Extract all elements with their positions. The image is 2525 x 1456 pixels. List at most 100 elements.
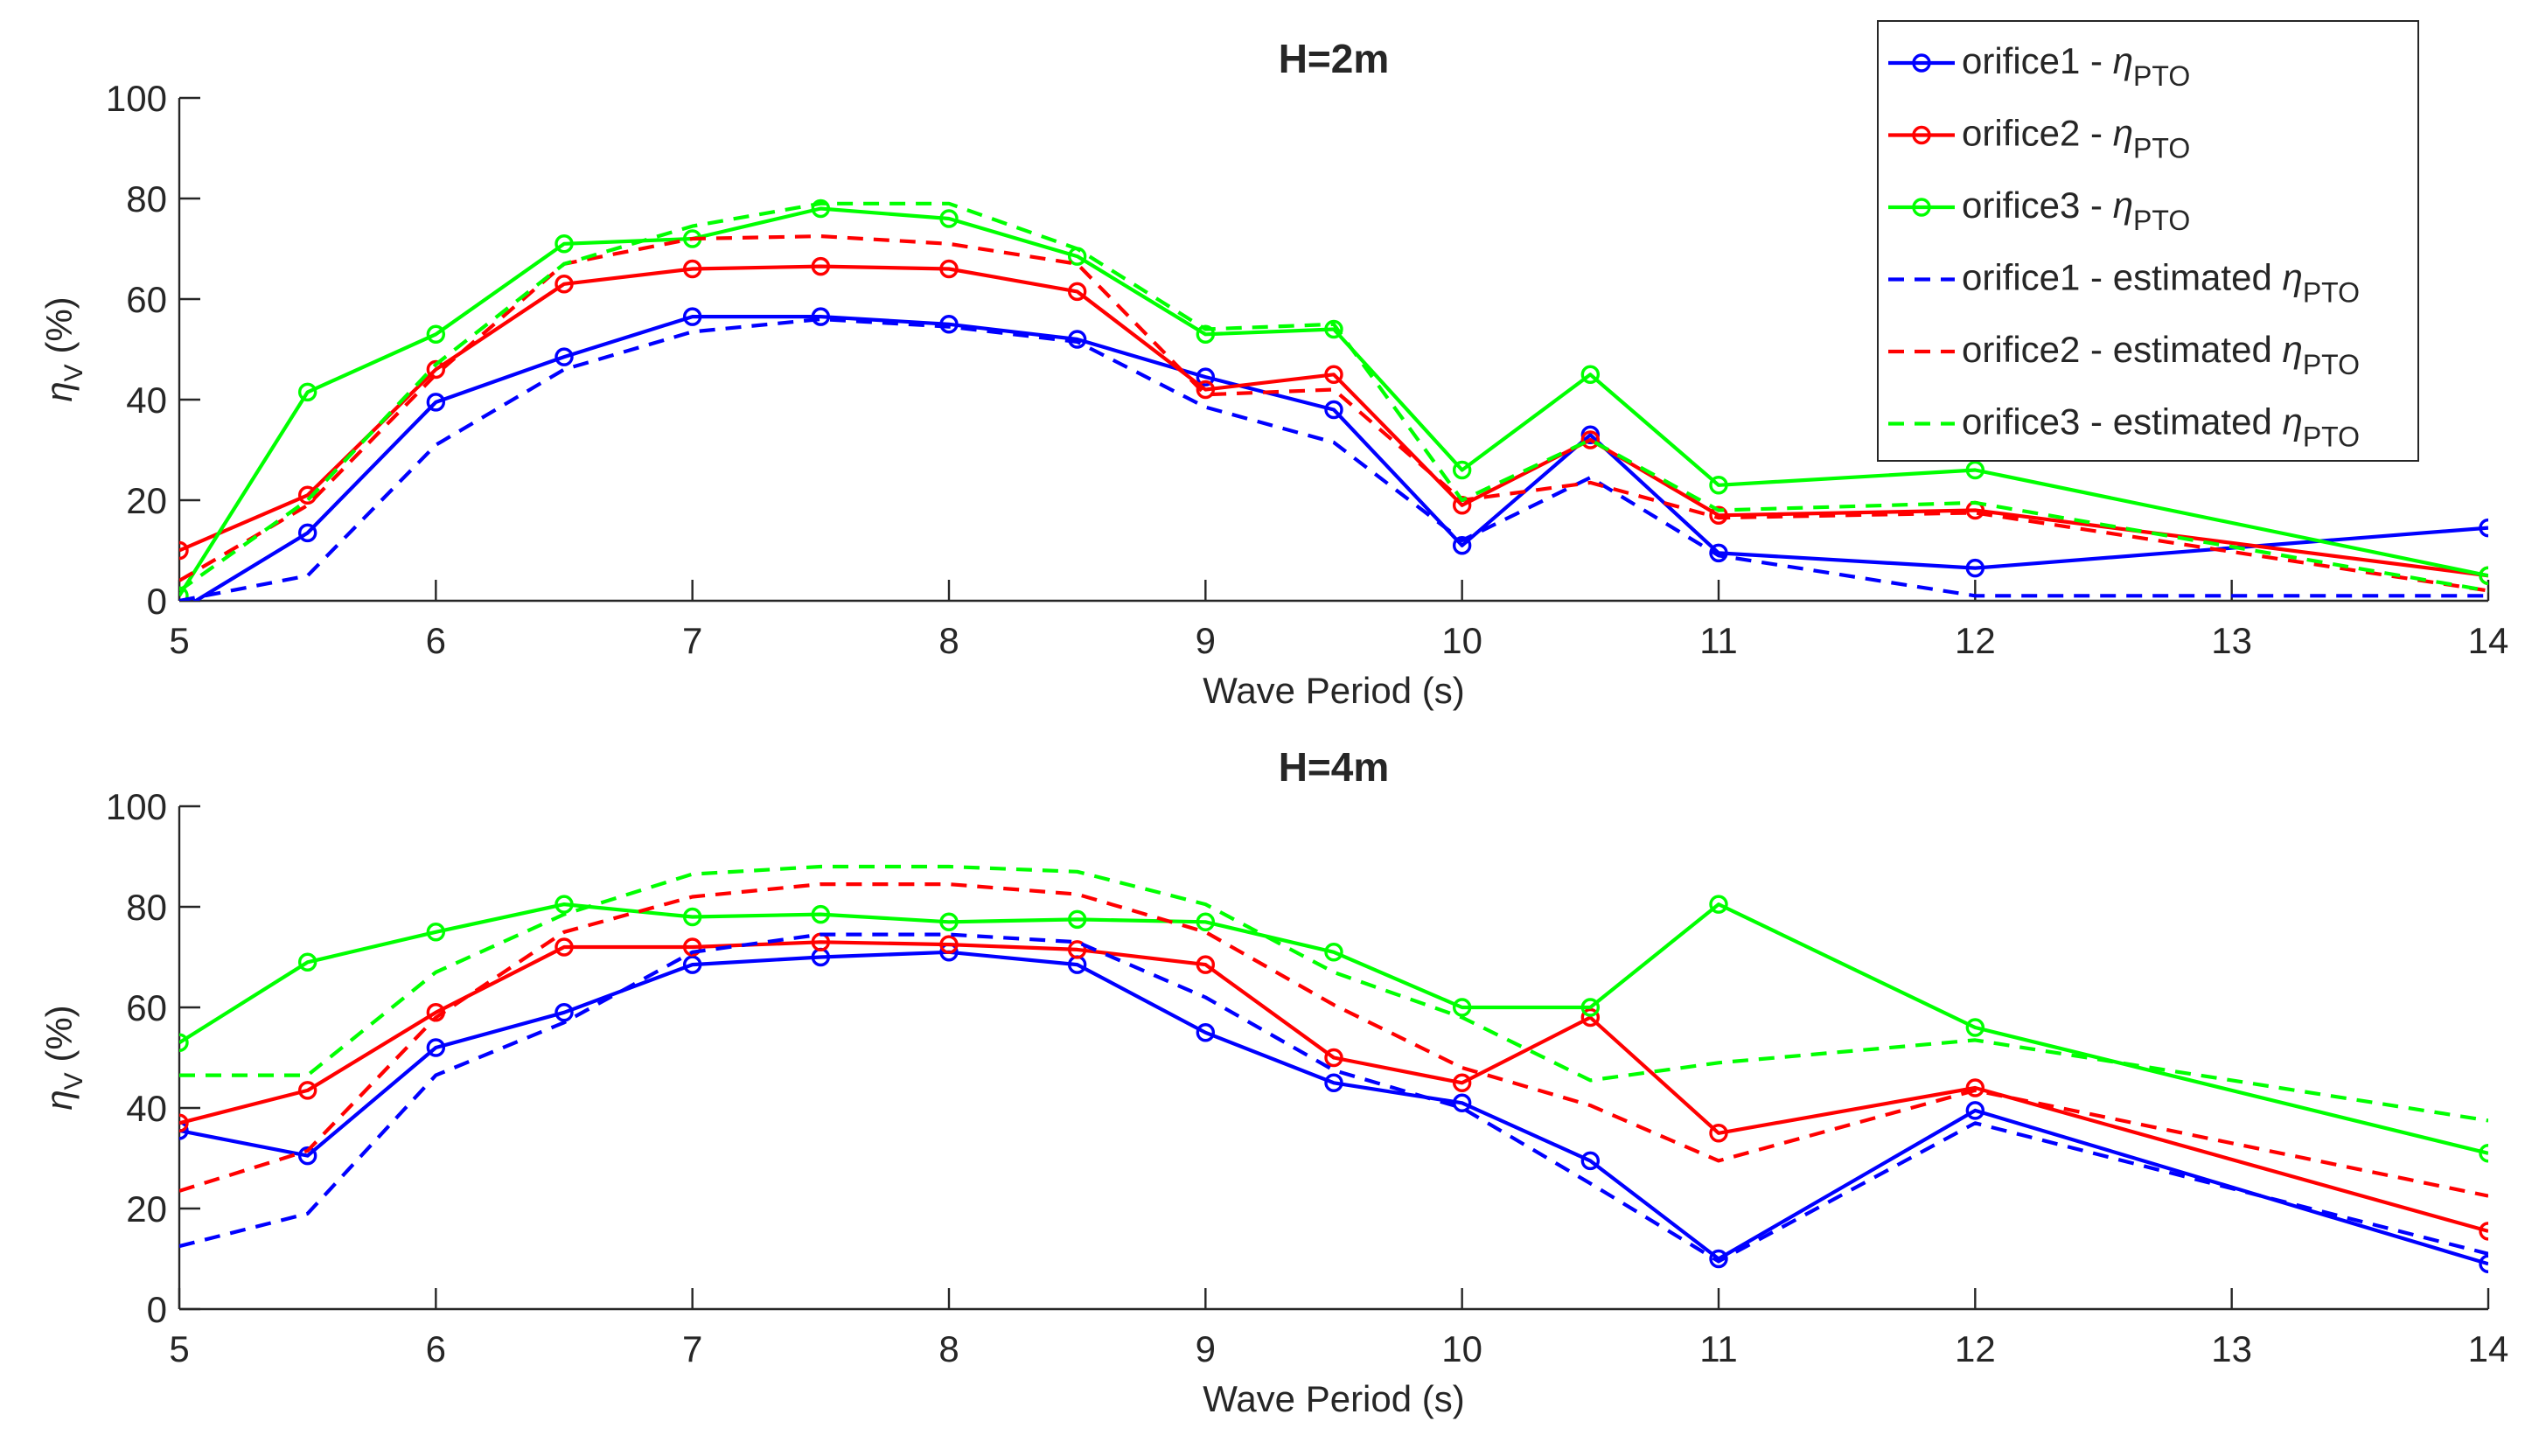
y-tick-label: 80: [126, 178, 167, 219]
data-point: [1196, 1023, 1216, 1042]
legend-prefix: orifice3 -: [1962, 185, 2113, 226]
y-tick-label: 100: [106, 78, 167, 119]
legend-subscript: PTO: [2133, 133, 2190, 164]
data-point: [171, 603, 187, 619]
chart-panel-1: 0 20 40 60 80 100 5 6 7 8 9 10 11 12 13 14 H=2m Wave Peri…: [38, 36, 2508, 711]
data-point: [1067, 909, 1087, 930]
series-line: [179, 264, 2488, 578]
data-point: [2479, 1144, 2488, 1163]
series-line: [179, 881, 2488, 1198]
data-point: [2479, 566, 2488, 585]
data-point: [1965, 1078, 1985, 1097]
data-point: [682, 307, 702, 326]
data-point: [1196, 324, 1216, 344]
data-point: [1580, 430, 1601, 449]
data-point: [1196, 380, 1216, 400]
data-point: [1709, 543, 1728, 563]
data-point: [811, 199, 831, 219]
x-tick-label: 12: [1955, 620, 1996, 661]
data-point: [555, 275, 574, 294]
data-point: [682, 955, 702, 974]
data-point: [555, 234, 574, 254]
data-point: [297, 1146, 317, 1166]
legend-label: orifice2 - estimated ηPTO: [1962, 329, 2360, 380]
legend-subscript: PTO: [2133, 60, 2190, 92]
x-tick-label: 10: [1441, 620, 1482, 661]
legend-marker: [1912, 53, 1931, 73]
data-point: [555, 1003, 574, 1022]
series-orifice1-pto: [179, 943, 2488, 1273]
data-point: [1965, 558, 1985, 578]
data-point: [555, 347, 574, 366]
data-point: [939, 259, 959, 279]
legend-symbol: η: [2282, 329, 2302, 370]
data-point: [1452, 1093, 1472, 1112]
y-label-symbol: η: [38, 381, 80, 401]
data-point: [2479, 1222, 2488, 1241]
legend-item: orifice3 - ηPTO: [1888, 185, 2190, 236]
data-point: [1965, 1018, 1985, 1037]
data-point: [1196, 367, 1216, 387]
x-tick-label: 11: [1699, 620, 1738, 661]
data-point: [1324, 1073, 1343, 1092]
chart-title: H=4m: [1279, 744, 1390, 790]
x-tick-label: 7: [682, 620, 702, 661]
data-point: [2479, 518, 2488, 538]
data-point: [682, 937, 702, 957]
data-point: [179, 1113, 189, 1132]
x-axis-label: Wave Period (s): [1203, 670, 1465, 711]
data-point: [939, 209, 959, 228]
data-point: [426, 393, 446, 412]
series-line: [179, 234, 2488, 593]
data-point: [426, 1038, 446, 1057]
y-tick-label: 40: [126, 1088, 167, 1129]
data-point: [1196, 955, 1216, 974]
data-point: [1452, 1073, 1472, 1092]
data-point: [1067, 940, 1087, 959]
x-tick-label: 13: [2211, 620, 2252, 661]
y-label-unit: (%): [38, 1005, 80, 1072]
chart-panel-2: 0 20 40 60 80 100 5 6 7 8 9 10 11 12 13 14 H=4m Wave Peri…: [38, 744, 2508, 1419]
series-line: [179, 940, 2488, 1233]
x-tick-label: 8: [938, 620, 959, 661]
series-orifice1-pto: [171, 307, 2488, 619]
series-orifice1-estimated-pto: [179, 317, 2488, 601]
legend-symbol: η: [2113, 185, 2133, 226]
legend-marker: [1912, 198, 1931, 217]
data-point: [179, 1033, 189, 1052]
legend-symbol: η: [2113, 113, 2133, 154]
legend-item: orifice1 - estimated ηPTO: [1888, 257, 2360, 309]
data-point: [1324, 943, 1343, 962]
y-tick-label: 60: [126, 987, 167, 1028]
data-point: [811, 307, 831, 326]
series-line: [179, 950, 2488, 1266]
data-point: [1965, 460, 1985, 480]
x-tick-label: 5: [169, 620, 189, 661]
y-axis-label: ηV (%): [38, 1005, 88, 1110]
x-tick-label: 9: [1196, 620, 1216, 661]
x-tick-label: 14: [2468, 1328, 2509, 1369]
data-point: [1324, 319, 1343, 339]
legend-item: orifice2 - estimated ηPTO: [1888, 329, 2360, 380]
series-line: [179, 206, 2488, 597]
series-orifice2-estimated-pto: [179, 234, 2488, 593]
x-tick-label: 6: [426, 620, 446, 661]
data-point: [1452, 460, 1472, 480]
data-point: [1324, 365, 1343, 384]
data-point: [1324, 400, 1343, 420]
y-tick-label: 40: [126, 380, 167, 421]
series-line: [179, 864, 2488, 1123]
x-tick-label: 10: [1441, 1328, 1482, 1369]
legend-label: orifice3 - ηPTO: [1962, 185, 2190, 236]
data-point: [1965, 1101, 1985, 1120]
data-point: [1580, 1007, 1601, 1028]
series-orifice2-pto: [179, 932, 2488, 1241]
series-orifice3-pto: [179, 895, 2488, 1163]
data-point: [1709, 1124, 1728, 1143]
data-point: [2479, 1254, 2488, 1273]
data-point: [1580, 365, 1601, 384]
data-point: [1709, 505, 1728, 525]
legend-item: orifice3 - estimated ηPTO: [1888, 401, 2360, 453]
